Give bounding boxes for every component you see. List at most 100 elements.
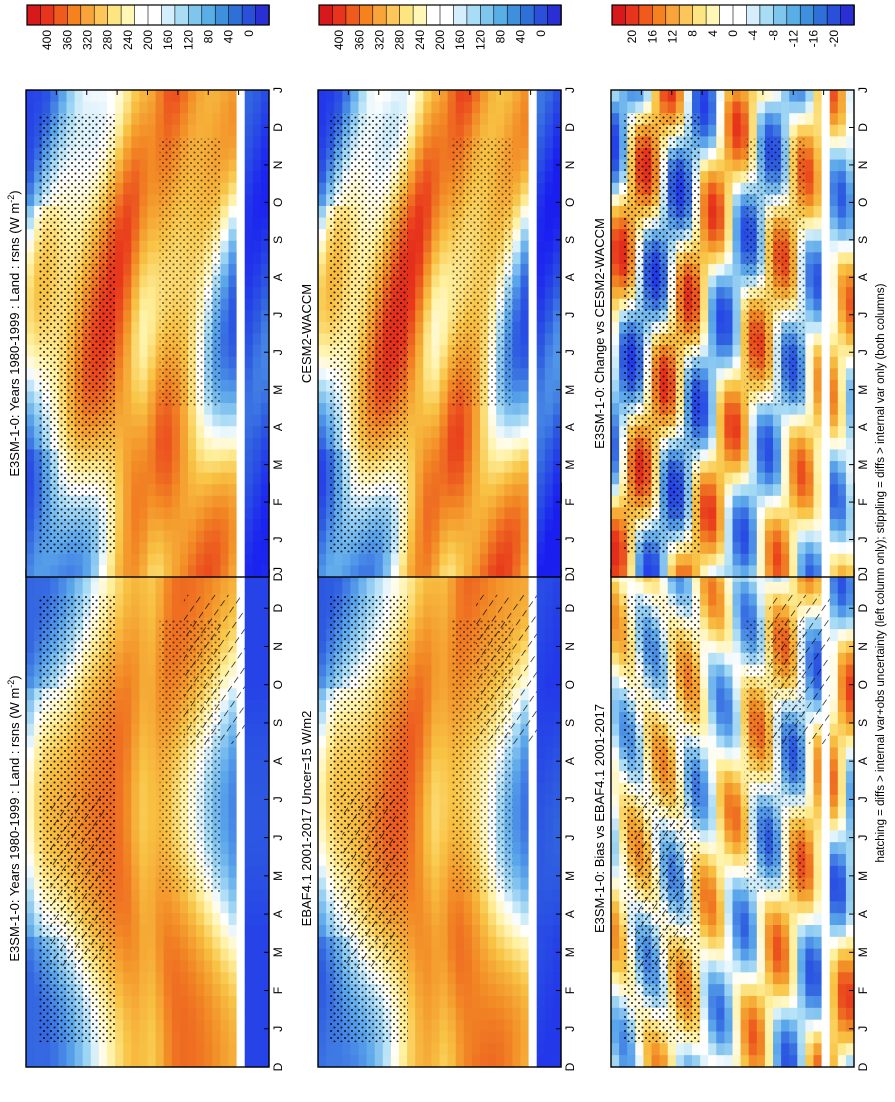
heatmap-cell — [318, 960, 327, 973]
heatmap-cell — [496, 984, 505, 997]
heatmap-cell — [439, 712, 449, 725]
heatmap-cell — [439, 972, 449, 985]
heatmap-cell — [204, 960, 213, 973]
heatmap-cell — [732, 830, 742, 843]
heatmap-cell — [131, 356, 140, 369]
heatmap-cell — [439, 960, 449, 973]
heatmap-cell — [196, 901, 205, 914]
heatmap-cell — [528, 913, 538, 926]
heatmap-cell — [700, 877, 709, 891]
heatmap-cell — [407, 889, 416, 902]
heatmap-cell — [724, 877, 734, 891]
heatmap-cell — [797, 972, 806, 985]
heatmap-cell — [716, 1007, 725, 1021]
heatmap-cell — [480, 984, 489, 997]
heatmap-cell — [236, 298, 246, 311]
heatmap-cell — [188, 403, 197, 416]
heatmap-cell — [131, 1007, 140, 1021]
heatmap-cell — [536, 806, 546, 820]
heatmap-cell — [797, 948, 806, 962]
heatmap-cell — [439, 664, 449, 678]
heatmap-cell — [115, 124, 124, 137]
heatmap-cell — [805, 854, 815, 867]
heatmap-cell — [236, 948, 246, 962]
heatmap-cell — [139, 182, 149, 195]
heatmap-cell — [123, 437, 132, 451]
heatmap-cell — [536, 771, 546, 784]
heatmap-cell — [260, 229, 270, 242]
heatmap-cell — [756, 936, 766, 950]
heatmap-cell — [139, 581, 149, 595]
heatmap-cell — [813, 1055, 823, 1068]
heatmap-cell — [423, 996, 432, 1009]
heatmap-cell — [228, 759, 238, 772]
heatmap-cell — [552, 712, 562, 725]
heatmap-cell — [407, 581, 416, 595]
heatmap-cell — [131, 735, 140, 749]
month-tick-label: J — [563, 1026, 577, 1032]
heatmap-cell — [716, 889, 725, 902]
heatmap-cell — [837, 712, 847, 725]
heatmap-cell — [115, 426, 124, 439]
heatmap-cell — [829, 842, 839, 855]
heatmap-cell — [115, 972, 124, 985]
heatmap-cell — [163, 581, 173, 595]
heatmap-cell — [228, 818, 238, 831]
heatmap-cell — [520, 901, 530, 914]
heatmap-cell — [228, 1043, 238, 1056]
heatmap-cell — [496, 581, 505, 595]
heatmap-cell — [732, 925, 742, 938]
heatmap-cell — [700, 794, 709, 808]
heatmap-cell — [789, 996, 798, 1009]
heatmap-cell — [196, 426, 205, 439]
heatmap-cell — [845, 605, 855, 618]
heatmap-cell — [147, 275, 157, 288]
heatmap-cell — [252, 263, 262, 277]
heatmap-cell — [228, 205, 238, 219]
heatmap-cell — [512, 984, 522, 997]
heatmap-cell — [244, 972, 254, 985]
heatmap-cell — [188, 1007, 197, 1021]
heatmap-cell — [115, 688, 124, 701]
heatmap-cell — [813, 936, 823, 950]
heatmap-cell — [504, 913, 513, 926]
heatmap-cell — [131, 194, 140, 207]
heatmap-cell — [837, 960, 847, 973]
month-tick-label: M — [563, 947, 577, 957]
heatmap-cell — [431, 1043, 441, 1056]
heatmap-cell — [732, 996, 742, 1009]
month-tick-label: N — [856, 642, 870, 651]
heatmap-cell — [544, 676, 554, 689]
heatmap-cell — [716, 960, 725, 973]
heatmap-cell — [196, 113, 205, 126]
heatmap-cell — [520, 581, 530, 595]
heatmap-cell — [700, 641, 709, 654]
heatmap-cell — [26, 854, 35, 867]
heatmap-cell — [236, 972, 246, 985]
heatmap-cell — [512, 1043, 522, 1056]
heatmap-cell — [813, 925, 823, 938]
heatmap-cell — [732, 889, 742, 902]
heatmap-cell — [115, 605, 124, 618]
heatmap-cell — [212, 113, 221, 126]
heatmap-cell — [220, 252, 230, 265]
heatmap-cell — [147, 723, 157, 737]
heatmap-cell — [220, 275, 230, 288]
heatmap-cell — [740, 889, 750, 902]
heatmap-cell — [528, 783, 538, 796]
heatmap-cell — [407, 984, 416, 997]
heatmap-cell — [260, 664, 270, 678]
heatmap-cell — [423, 854, 432, 867]
heatmap-cell — [115, 1031, 124, 1044]
heatmap-cell — [252, 379, 262, 393]
hatch-overlay — [635, 793, 689, 968]
heatmap-cell — [740, 925, 750, 938]
heatmap-cell — [407, 1007, 416, 1021]
heatmap-cell — [26, 391, 35, 404]
heatmap-cell — [415, 783, 424, 796]
heatmap-cell — [552, 723, 562, 737]
heatmap-cell — [252, 842, 262, 855]
heatmap-cell — [708, 901, 717, 914]
heatmap-cell — [528, 960, 538, 973]
heatmap-cell — [611, 1031, 620, 1044]
